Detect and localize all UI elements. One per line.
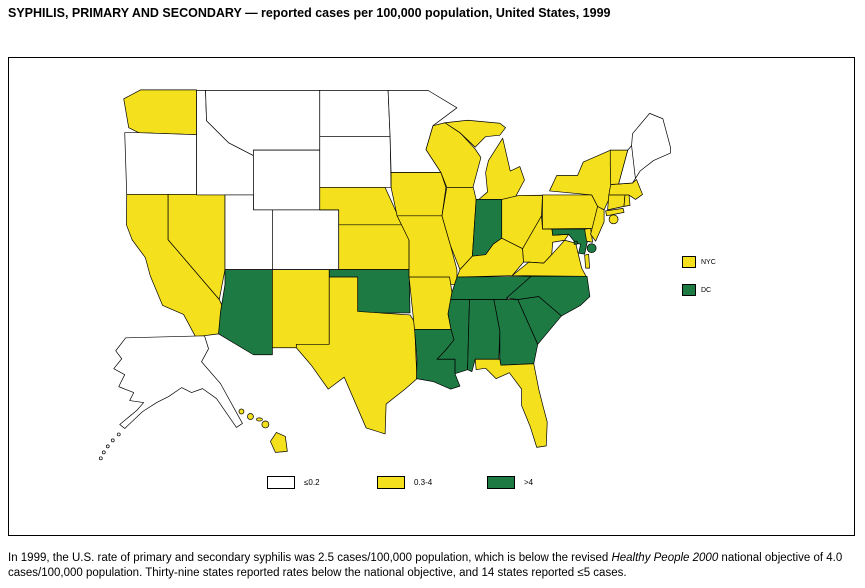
nyc-legend-swatch [682,256,696,268]
state-ar [408,276,453,330]
aleutian-island [105,444,110,449]
hawaii-maui [261,420,270,429]
state-ak [113,335,243,429]
state-ia [390,172,447,217]
side-legend-dc: DC [682,284,711,296]
state-mi-upper [444,119,506,148]
side-legend-nyc: NYC [682,256,716,268]
state-me [631,113,671,179]
aleutian-island [98,456,103,461]
dc-legend-swatch [682,284,696,296]
map-frame: NYC DC ≤0.2 0.3-4 >4 [8,57,855,536]
state-dc [573,240,578,245]
legend-label-high: >4 [524,477,534,487]
dc-legend-label: DC [701,286,712,294]
state-or [124,132,197,195]
state-ny-long-island [605,208,625,217]
us-choropleth-map [98,89,671,461]
state-va [511,239,587,277]
nyc-marker [608,214,619,225]
state-wi [425,122,482,188]
footer-note: In 1999, the U.S. rate of primary and se… [8,551,858,580]
state-va-eastern-shore [584,253,590,269]
state-ri [623,194,631,207]
state-ct [607,194,626,211]
state-wy [253,149,321,211]
state-fl [474,358,548,448]
footer-text-2: national objective of 4.0 cases/100,000 … [8,552,843,579]
state-tx [295,276,418,435]
legend-label-low: ≤0.2 [304,477,320,487]
alaska-inset [98,335,243,461]
state-co [272,209,340,270]
legend-item-mid: 0.3-4 [377,476,432,489]
nyc-legend-label: NYC [701,258,716,266]
state-ky [456,237,524,278]
hawaii-inset [238,408,288,453]
state-az [218,269,273,356]
continental-us [123,89,671,448]
state-la [414,329,461,390]
state-nc [506,275,591,317]
legend-item-low: ≤0.2 [267,476,320,489]
state-wa [123,89,197,136]
hawaii-oahu [247,413,254,420]
aleutian-island [101,450,106,455]
dc-marker [586,243,597,254]
legend-swatch-high [487,476,515,489]
legend-label-mid: 0.3-4 [414,477,433,487]
state-vt [609,149,629,185]
aleutian-island [110,438,115,443]
figure-title: SYPHILIS, PRIMARY AND SECONDARY — report… [8,6,611,20]
aleutian-island [116,432,121,437]
hawaii-kauai [238,408,245,415]
legend-swatch-low [267,476,295,489]
state-sd [319,136,392,188]
legend-item-high: >4 [487,476,533,489]
state-pa [542,194,598,230]
hawaii-big-island [270,432,288,453]
legend-swatch-mid [377,476,405,489]
hawaii-molokai [256,417,263,422]
state-ks [338,224,410,270]
state-nm [272,269,330,349]
state-mi-lower [478,137,525,200]
footer-text-1: In 1999, the U.S. rate of primary and se… [8,552,612,564]
state-nd [319,90,391,138]
footer-italic-phrase: Healthy People 2000 [611,552,719,564]
